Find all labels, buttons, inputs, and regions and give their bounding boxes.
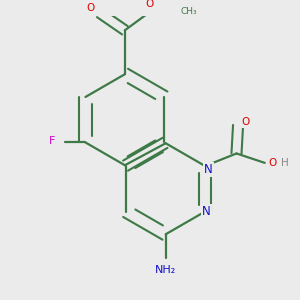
Text: F: F (49, 136, 56, 146)
Text: O: O (268, 158, 277, 168)
Text: N: N (202, 205, 211, 218)
Text: N: N (204, 163, 213, 176)
Text: H: H (281, 158, 289, 168)
Text: O: O (146, 0, 154, 9)
Text: CH₃: CH₃ (181, 7, 197, 16)
Text: O: O (86, 3, 94, 13)
Text: O: O (242, 117, 250, 127)
Text: NH₂: NH₂ (155, 266, 176, 275)
